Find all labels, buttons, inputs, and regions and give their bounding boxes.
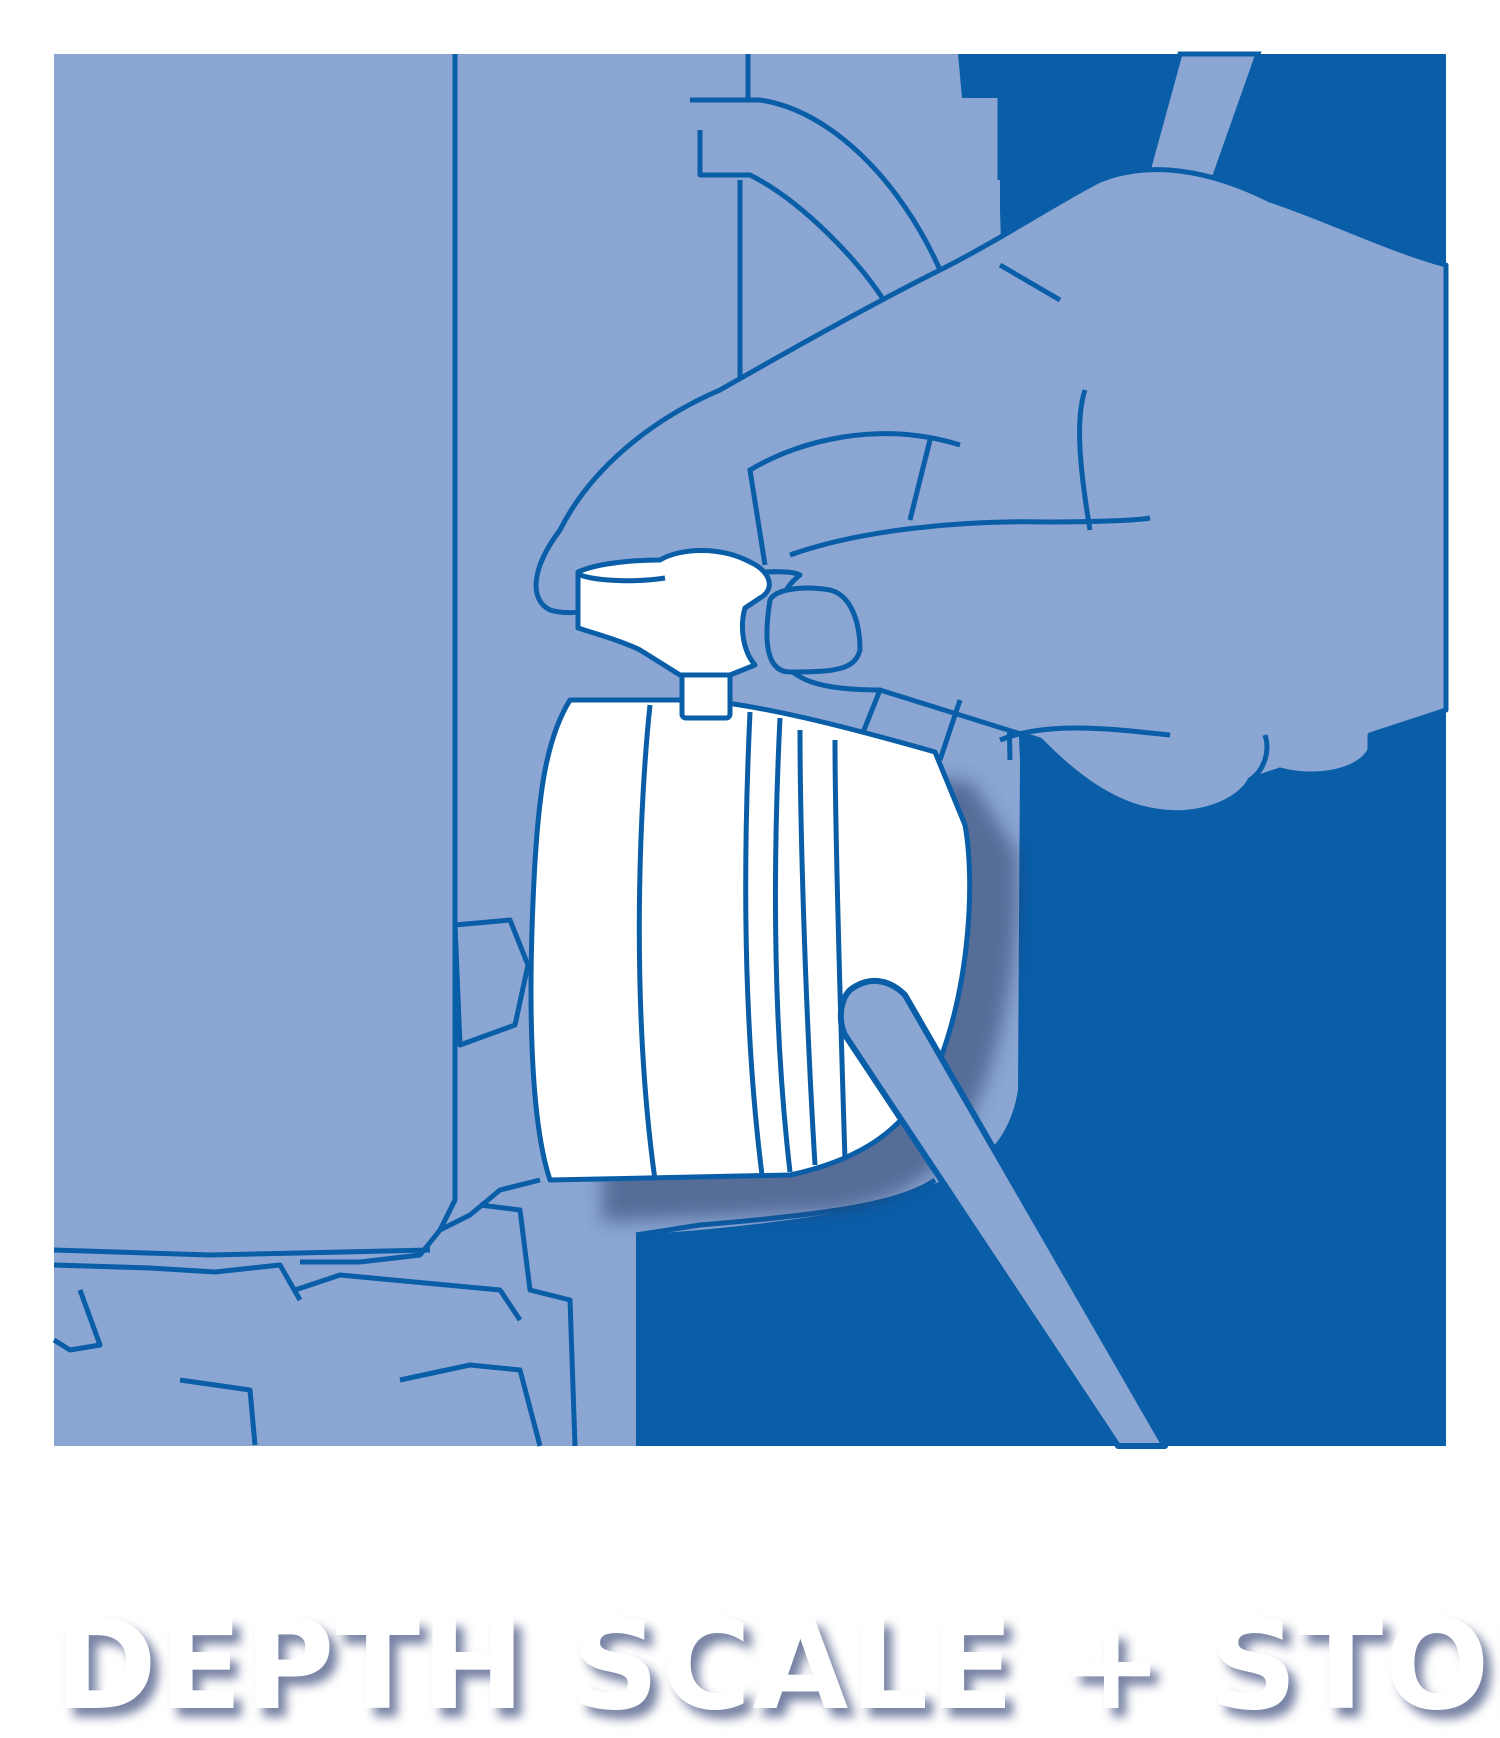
caption-title: DEPTH SCALE + STOP <box>54 1594 1500 1738</box>
hand-icon <box>533 167 1449 816</box>
depth-rod-icon <box>837 977 1168 1449</box>
depth-stop-illustration <box>52 51 1449 1449</box>
depth-stop-knob-icon <box>575 548 772 721</box>
